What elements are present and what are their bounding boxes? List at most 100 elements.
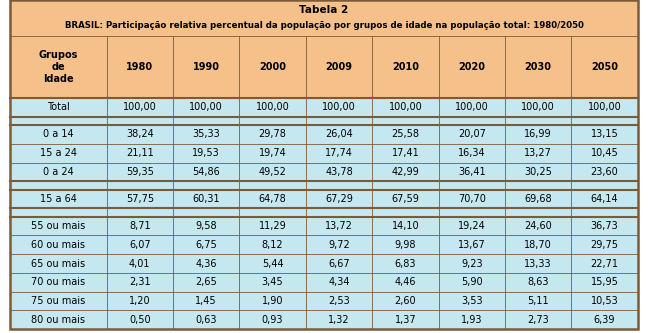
Text: 6,75: 6,75 — [195, 240, 217, 250]
Text: 14,10: 14,10 — [391, 221, 419, 231]
Text: 100,00: 100,00 — [123, 102, 157, 112]
Text: 29,75: 29,75 — [590, 240, 619, 250]
Text: 100,00: 100,00 — [455, 102, 489, 112]
Text: 24,60: 24,60 — [524, 221, 552, 231]
Text: 19,53: 19,53 — [192, 148, 220, 158]
Text: 4,36: 4,36 — [196, 258, 217, 268]
Text: 49,52: 49,52 — [259, 167, 286, 177]
Bar — [10, 0, 638, 36]
Text: 26,04: 26,04 — [325, 130, 353, 140]
Text: 8,63: 8,63 — [527, 277, 549, 287]
Text: 5,44: 5,44 — [262, 258, 283, 268]
Text: 100,00: 100,00 — [256, 102, 290, 112]
Text: 36,41: 36,41 — [458, 167, 485, 177]
Text: 9,58: 9,58 — [195, 221, 217, 231]
Text: 3,45: 3,45 — [262, 277, 283, 287]
Text: 6,67: 6,67 — [328, 258, 350, 268]
Text: 0,50: 0,50 — [129, 315, 150, 325]
Text: 19,24: 19,24 — [458, 221, 485, 231]
Text: 13,27: 13,27 — [524, 148, 552, 158]
Text: 2,73: 2,73 — [527, 315, 549, 325]
Text: 10,53: 10,53 — [590, 296, 618, 306]
Text: 35,33: 35,33 — [192, 130, 220, 140]
Text: 1980: 1980 — [126, 62, 154, 72]
Text: 25,58: 25,58 — [391, 130, 419, 140]
Text: 20,07: 20,07 — [457, 130, 485, 140]
Text: 16,34: 16,34 — [458, 148, 485, 158]
Text: 3,53: 3,53 — [461, 296, 483, 306]
Text: 23,60: 23,60 — [590, 167, 618, 177]
Text: 15,95: 15,95 — [590, 277, 618, 287]
Text: 60,31: 60,31 — [192, 194, 220, 204]
Text: 22,71: 22,71 — [590, 258, 619, 268]
Text: 8,71: 8,71 — [129, 221, 150, 231]
Text: 0 a 14: 0 a 14 — [43, 130, 74, 140]
Text: 1,45: 1,45 — [195, 296, 217, 306]
Text: 69,68: 69,68 — [524, 194, 552, 204]
Text: 1,37: 1,37 — [395, 315, 416, 325]
Text: 17,74: 17,74 — [325, 148, 353, 158]
Text: 2000: 2000 — [259, 62, 286, 72]
Text: 65 ou mais: 65 ou mais — [31, 258, 86, 268]
Text: 2009: 2009 — [325, 62, 353, 72]
Bar — [10, 36, 638, 98]
Text: 13,72: 13,72 — [325, 221, 353, 231]
Text: 6,39: 6,39 — [594, 315, 615, 325]
Text: 1,20: 1,20 — [129, 296, 150, 306]
Text: 0,63: 0,63 — [196, 315, 217, 325]
Text: 6,07: 6,07 — [129, 240, 150, 250]
Text: 70,70: 70,70 — [457, 194, 485, 204]
Text: 16,99: 16,99 — [524, 130, 552, 140]
Text: 9,72: 9,72 — [328, 240, 350, 250]
Text: 2050: 2050 — [591, 62, 618, 72]
Text: 1,93: 1,93 — [461, 315, 483, 325]
Text: 2030: 2030 — [525, 62, 551, 72]
Text: Total: Total — [47, 102, 70, 112]
Text: 67,29: 67,29 — [325, 194, 353, 204]
Text: 13,33: 13,33 — [524, 258, 552, 268]
Text: 15 a 24: 15 a 24 — [40, 148, 77, 158]
Text: 100,00: 100,00 — [388, 102, 422, 112]
Text: 55 ou mais: 55 ou mais — [31, 221, 86, 231]
Text: 75 ou mais: 75 ou mais — [31, 296, 86, 306]
Text: 6,83: 6,83 — [395, 258, 416, 268]
Text: 8,12: 8,12 — [262, 240, 283, 250]
Text: 100,00: 100,00 — [189, 102, 223, 112]
Text: 1990: 1990 — [192, 62, 220, 72]
Text: 36,73: 36,73 — [590, 221, 618, 231]
Text: 2,53: 2,53 — [328, 296, 350, 306]
Text: 1,32: 1,32 — [328, 315, 350, 325]
Text: 2020: 2020 — [458, 62, 485, 72]
Text: 29,78: 29,78 — [259, 130, 286, 140]
Text: BRASIL: Participação relativa percentual da população por grupos de idade na pop: BRASIL: Participação relativa percentual… — [65, 21, 583, 30]
Text: 10,45: 10,45 — [590, 148, 618, 158]
Text: Tabela 2: Tabela 2 — [299, 5, 349, 15]
Text: 43,78: 43,78 — [325, 167, 353, 177]
Text: 59,35: 59,35 — [126, 167, 154, 177]
Text: 9,23: 9,23 — [461, 258, 483, 268]
Text: 17,41: 17,41 — [391, 148, 419, 158]
Text: 100,00: 100,00 — [322, 102, 356, 112]
Text: 57,75: 57,75 — [126, 194, 154, 204]
Text: 2,60: 2,60 — [395, 296, 416, 306]
Text: 70 ou mais: 70 ou mais — [31, 277, 86, 287]
Text: 67,59: 67,59 — [391, 194, 419, 204]
Text: 4,46: 4,46 — [395, 277, 416, 287]
Text: 13,67: 13,67 — [458, 240, 485, 250]
Text: 13,15: 13,15 — [590, 130, 618, 140]
Text: 80 ou mais: 80 ou mais — [31, 315, 86, 325]
Text: 4,01: 4,01 — [129, 258, 150, 268]
Text: 19,74: 19,74 — [259, 148, 286, 158]
Text: 2010: 2010 — [392, 62, 419, 72]
Text: 21,11: 21,11 — [126, 148, 154, 158]
Text: 100,00: 100,00 — [521, 102, 555, 112]
Text: 5,90: 5,90 — [461, 277, 483, 287]
Text: 0 a 24: 0 a 24 — [43, 167, 74, 177]
Text: 1,90: 1,90 — [262, 296, 283, 306]
Text: 2,65: 2,65 — [195, 277, 217, 287]
Text: 64,78: 64,78 — [259, 194, 286, 204]
Text: 42,99: 42,99 — [391, 167, 419, 177]
Text: 0,93: 0,93 — [262, 315, 283, 325]
Text: 15 a 64: 15 a 64 — [40, 194, 77, 204]
Text: 9,98: 9,98 — [395, 240, 416, 250]
